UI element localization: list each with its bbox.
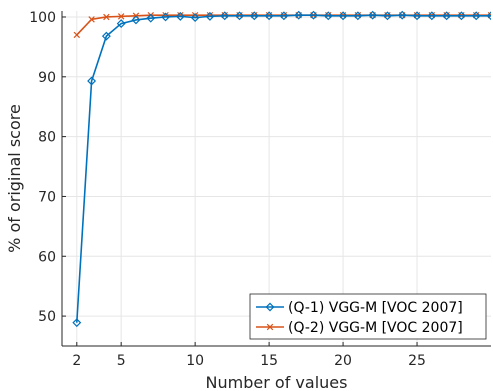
x-tick-label: 20 (334, 353, 352, 369)
grid (62, 11, 491, 346)
data-point (146, 13, 156, 23)
x-tick-label: 5 (117, 353, 126, 369)
data-point (427, 11, 437, 21)
y-tick-label: 100 (29, 10, 56, 26)
legend-label: (Q-1) VGG-M [VOC 2007] (288, 300, 463, 316)
y-tick-label: 60 (38, 249, 56, 265)
data-point (87, 76, 97, 86)
data-point (382, 11, 392, 21)
series-1 (72, 10, 491, 328)
y-tick-label: 80 (38, 130, 56, 146)
legend: (Q-1) VGG-M [VOC 2007] (Q-2) VGG-M [VOC 2… (249, 293, 487, 340)
x-axis-title: Number of values (206, 373, 348, 391)
data-point (353, 11, 363, 21)
data-point (486, 11, 491, 21)
plot-background (62, 11, 491, 346)
legend-item-2: (Q-2) VGG-M [VOC 2007] (256, 320, 463, 336)
data-point (72, 318, 82, 328)
marker-stroke (103, 13, 110, 21)
data-point (175, 11, 185, 21)
data-point (116, 19, 126, 29)
data-point (190, 13, 200, 23)
data-point (442, 11, 452, 21)
data-point (368, 10, 378, 20)
legend-box (249, 293, 487, 340)
x-tick-label: 15 (260, 353, 278, 369)
y-tick-label: 50 (38, 309, 56, 325)
data-point (220, 11, 230, 21)
data-point (161, 12, 171, 22)
data-point (471, 11, 481, 21)
marker-stroke (88, 16, 95, 23)
data-point (73, 31, 81, 39)
data-point (279, 11, 289, 21)
series-layer (72, 10, 491, 328)
data-point (309, 10, 318, 20)
data-point (265, 302, 275, 312)
data-point (117, 13, 125, 20)
legend-label: (Q-2) VGG-M [VOC 2007] (288, 320, 463, 336)
data-point (103, 13, 110, 21)
y-tick-label: 70 (38, 189, 56, 205)
data-point (101, 31, 111, 41)
data-point (249, 11, 259, 21)
marker-stroke (117, 13, 125, 20)
data-point (264, 11, 274, 21)
data-point (294, 10, 304, 20)
data-point (131, 15, 141, 25)
x-tick-label: 2 (72, 353, 81, 369)
data-point (397, 10, 407, 20)
data-point (323, 11, 333, 21)
marker-stroke (266, 323, 274, 331)
series-line (75, 14, 491, 323)
y-tick-label: 90 (38, 70, 56, 86)
data-point (205, 11, 215, 21)
data-point (338, 11, 348, 21)
y-axis-title: % of original score (5, 104, 24, 253)
x-tick-label: 10 (186, 353, 204, 369)
data-point (266, 323, 274, 331)
x-tick-label: 25 (408, 353, 426, 369)
data-point (456, 11, 466, 21)
legend-item-1: (Q-1) VGG-M [VOC 2007] (256, 300, 463, 316)
data-point (412, 11, 422, 21)
data-point (88, 16, 95, 23)
data-point (235, 11, 244, 21)
marker-stroke (73, 31, 81, 39)
